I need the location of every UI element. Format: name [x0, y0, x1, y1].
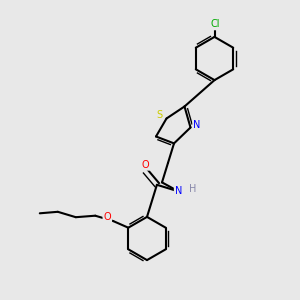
Text: Cl: Cl — [210, 19, 220, 29]
Text: N: N — [175, 186, 182, 197]
Text: S: S — [157, 110, 163, 120]
Text: N: N — [194, 120, 201, 130]
Text: O: O — [103, 212, 111, 222]
Text: H: H — [189, 184, 197, 194]
Text: O: O — [142, 160, 149, 170]
